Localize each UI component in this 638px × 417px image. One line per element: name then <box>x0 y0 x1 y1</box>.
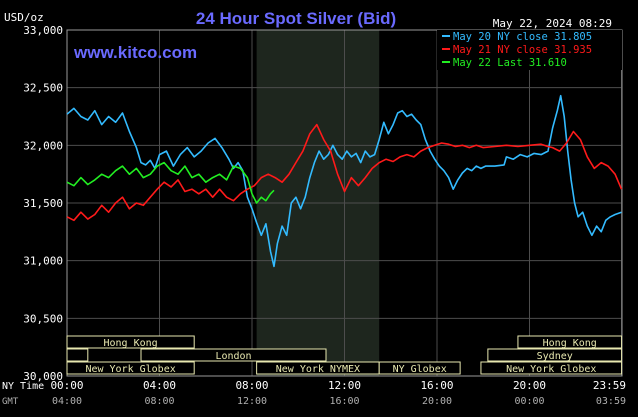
x-tick-label: 12:00 <box>237 396 267 407</box>
y-tick-label: 32,500 <box>23 82 63 95</box>
session-box <box>140 348 327 362</box>
session-box <box>517 335 623 349</box>
legend-entry: May 22 Last 31.610 <box>453 57 567 69</box>
y-tick-label: 31,500 <box>23 197 63 210</box>
session-label: NY Globex <box>393 364 447 375</box>
y-tick-label: 33,000 <box>23 24 63 37</box>
series-line-3 <box>66 161 275 204</box>
series-line-1 <box>66 94 622 268</box>
x-tick-label: 20:00 <box>422 396 452 407</box>
y-tick-label: 32,000 <box>23 139 63 152</box>
series-line-2 <box>66 123 623 222</box>
market-sessions: Hong Kong Hong Kong London Sydney New York G… <box>66 335 623 375</box>
x-tick-label: 04:00 <box>143 379 176 392</box>
session-box <box>480 361 623 375</box>
x-row-label: NY Time <box>2 381 44 392</box>
session-label: New York Globex <box>506 364 596 375</box>
session-box <box>378 361 461 375</box>
x-tick-label: 00:00 <box>514 396 544 407</box>
x-tick-labels: NY Time 00:00 04:00 08:00 12:00 16:00 20:00 23:… <box>2 379 626 407</box>
x-tick-label: 08:00 <box>144 396 174 407</box>
plot-frame <box>66 29 623 377</box>
legend-entry: May 21 NY close 31.935 <box>453 44 592 56</box>
session-label: Hong Kong <box>104 338 158 349</box>
x-tick-label: 23:59 <box>593 379 626 392</box>
x-tick-label: 00:00 <box>50 379 83 392</box>
session-box <box>487 348 623 362</box>
session-box <box>66 361 195 375</box>
y-tick-label: 30,500 <box>23 312 63 325</box>
legend-entry: May 20 NY close 31.805 <box>453 31 592 43</box>
session-label: New York NYMEX <box>276 364 360 375</box>
session-box <box>66 348 89 362</box>
y-tick-label: 31,000 <box>23 255 63 268</box>
session-label: London <box>215 351 251 362</box>
x-tick-label: 12:00 <box>328 379 361 392</box>
y-axis-unit-label: USD/oz <box>4 11 44 24</box>
kitco-watermark: www.kitco.com <box>73 43 197 62</box>
x-row-label: GMT <box>2 397 19 407</box>
legend-background <box>437 30 622 70</box>
price-series <box>66 94 623 268</box>
y-tick-labels: 33,000 32,500 32,000 31,500 31,000 30,500 30,0… <box>23 24 63 383</box>
x-tick-label: 08:00 <box>235 379 268 392</box>
session-label: Hong Kong <box>543 338 597 349</box>
y-tick-label: 30,000 <box>23 370 63 383</box>
timestamp: May 22, 2024 08:29 <box>493 17 612 30</box>
session-box <box>66 335 195 349</box>
x-tick-label: 04:00 <box>52 396 82 407</box>
x-tick-label: 16:00 <box>420 379 453 392</box>
session-label: New York Globex <box>85 364 175 375</box>
chart-title: 24 Hour Spot Silver (Bid) <box>196 9 396 28</box>
x-tick-label: 16:00 <box>329 396 359 407</box>
x-tick-label: 20:00 <box>513 379 546 392</box>
session-label: Sydney <box>537 351 573 362</box>
x-tick-label: 03:59 <box>596 396 626 407</box>
